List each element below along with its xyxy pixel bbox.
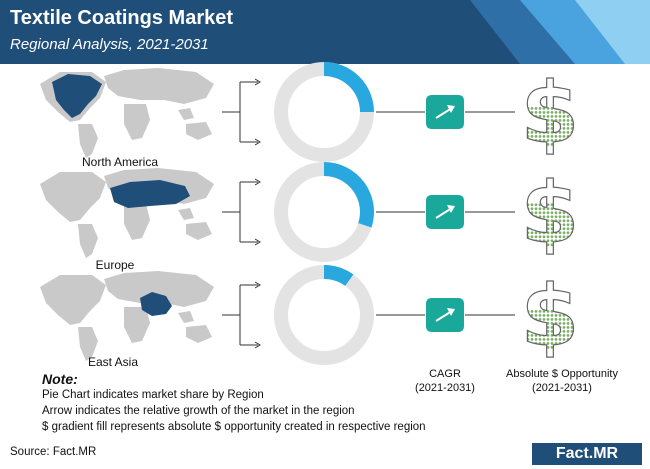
map-landmass-5	[178, 208, 194, 220]
growth-arrow-head	[447, 308, 455, 316]
region-row-north-america: $$	[40, 62, 580, 163]
note-line-pie: Pie Chart indicates market share by Regi…	[42, 389, 264, 401]
map-highlight-north-america	[52, 74, 102, 118]
region-row-europe: $$	[40, 162, 580, 263]
dollar-icon: $$	[520, 163, 580, 262]
dollar-outline: $	[521, 64, 579, 162]
dollar-dot-fill	[520, 310, 580, 349]
map-landmass-3	[124, 307, 150, 343]
dollar-icon: $$	[520, 63, 580, 162]
dollar-dot-fill	[520, 203, 580, 247]
dollar-icon: $$	[520, 266, 580, 365]
donut-share-slice-europe	[324, 162, 375, 228]
map-landmass-1	[78, 327, 98, 361]
header-banner	[0, 0, 650, 64]
cagr-period: (2021-2031)	[415, 382, 475, 394]
opportunity-period: (2021-2031)	[532, 382, 592, 394]
donut-track	[274, 265, 374, 365]
growth-arrow-icon	[435, 308, 455, 322]
dollar-dot-fill	[520, 107, 580, 146]
cagr-label: CAGR	[429, 368, 461, 380]
note-title: Note:	[42, 371, 78, 387]
growth-arrow-icon	[435, 105, 455, 119]
region-label-east-asia: East Asia	[87, 355, 139, 369]
brand-logo-text: Fact.MR	[555, 445, 619, 462]
bracket-arrowheads	[254, 178, 261, 246]
map-landmass-1	[78, 224, 98, 258]
note-line-arrow: Arrow indicates the relative growth of t…	[42, 405, 355, 417]
map-landmass-0	[40, 275, 106, 325]
donut-share-slice-east-asia	[324, 265, 354, 286]
map-landmass-3	[124, 204, 150, 240]
world-map-icon	[40, 168, 214, 258]
page-subtitle: Regional Analysis, 2021-2031	[10, 36, 209, 53]
map-landmass-0	[40, 172, 106, 222]
bracket-lines	[222, 81, 258, 143]
bracket-arrowheads	[254, 281, 261, 349]
source-text: Source: Fact.MR	[10, 446, 97, 458]
bracket-connector	[222, 178, 261, 246]
growth-arrow-icon	[435, 205, 455, 219]
opportunity-label: Absolute $ Opportunity	[506, 368, 618, 380]
growth-arrow-head	[447, 205, 455, 213]
page-title: Textile Coatings Market	[10, 7, 234, 29]
map-landmass-2	[104, 68, 214, 104]
map-highlight-east-asia	[140, 292, 172, 316]
brand-logo: Fact.MR	[532, 443, 642, 465]
growth-arrow-head	[447, 105, 455, 113]
world-map-icon	[40, 271, 214, 361]
map-landmass-4	[186, 222, 212, 240]
map-landmass-3	[124, 104, 150, 140]
map-highlight-europe	[110, 180, 190, 208]
bracket-lines	[222, 181, 258, 243]
bracket-arrowheads	[254, 78, 261, 146]
map-landmass-2	[104, 271, 214, 307]
dollar-outline: $	[521, 164, 579, 262]
note-line-dollar: $ gradient fill represents absolute $ op…	[42, 421, 426, 433]
region-label-north-america: North America	[81, 155, 159, 169]
map-landmass-5	[178, 108, 194, 120]
bracket-lines	[222, 284, 258, 346]
bracket-connector	[222, 281, 261, 349]
map-landmass-4	[186, 325, 212, 343]
donut-share-slice-north-america	[324, 62, 374, 112]
bracket-connector	[222, 78, 261, 146]
map-landmass-4	[186, 122, 212, 140]
region-label-europe: Europe	[95, 258, 135, 272]
dollar-outline: $	[521, 267, 579, 365]
map-landmass-1	[78, 124, 98, 158]
map-landmass-5	[178, 311, 194, 323]
region-row-east-asia: $$	[40, 265, 580, 366]
world-map-icon	[40, 68, 214, 158]
